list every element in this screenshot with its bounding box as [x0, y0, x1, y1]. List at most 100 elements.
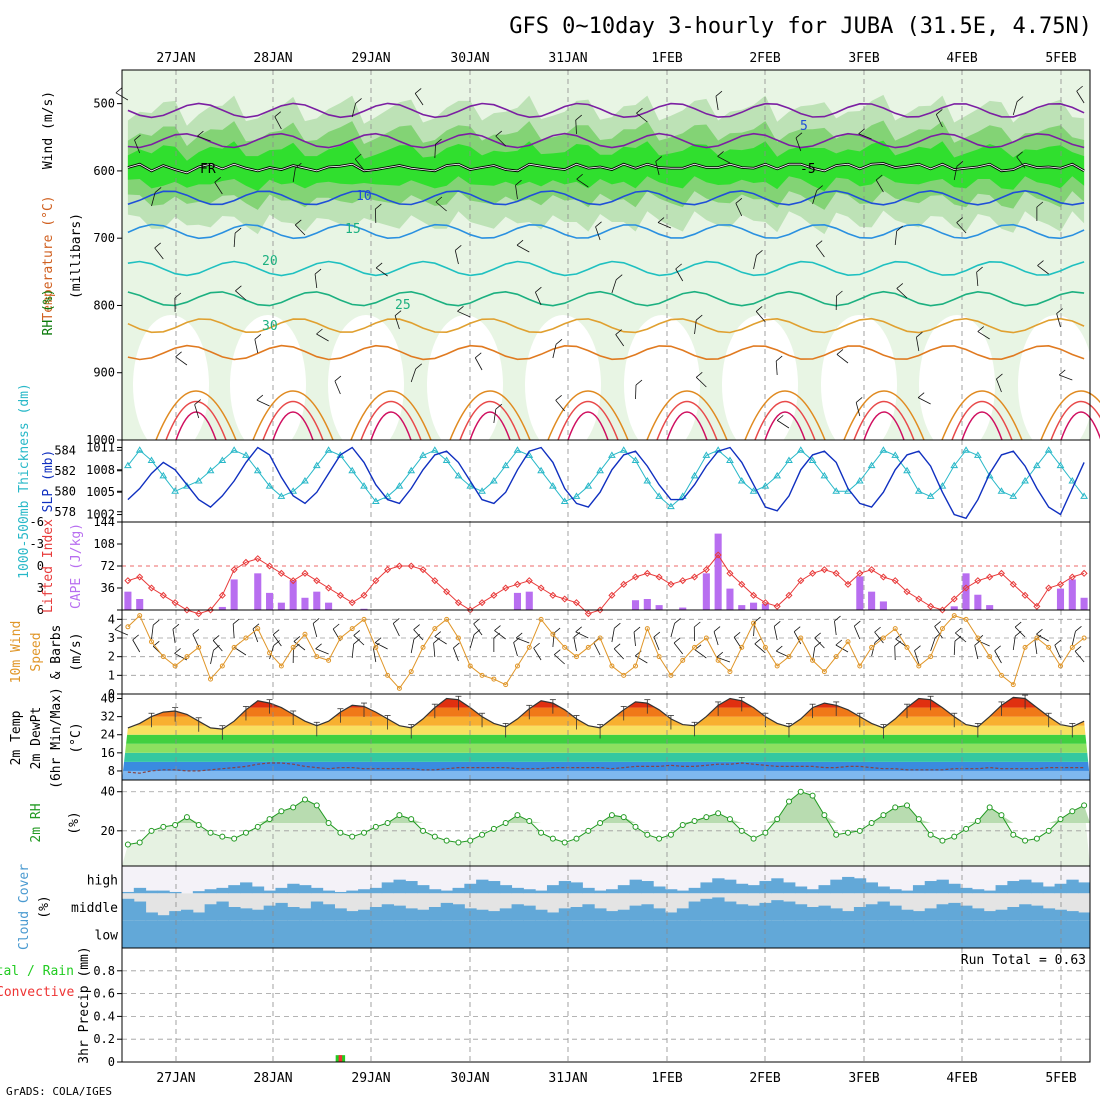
- isotherm-line: [127, 317, 1085, 334]
- rh-point: [479, 831, 486, 838]
- cape-bar: [702, 573, 710, 610]
- wind-barb-feather: [896, 283, 904, 289]
- cloud-cell: [511, 887, 524, 894]
- rh-point: [963, 825, 970, 832]
- cloud-cell: [688, 887, 701, 894]
- li-axis-label: -6: [30, 515, 44, 529]
- wind-speed-point: [396, 685, 402, 691]
- rh-point: [868, 820, 875, 826]
- lifted-index-point: [301, 569, 309, 577]
- wind-speed-point: [939, 626, 945, 632]
- rh-point: [124, 841, 131, 848]
- cloud-cell: [735, 883, 749, 894]
- wind-speed-point: [857, 663, 863, 669]
- date-label-bottom: 2FEB: [749, 1071, 780, 1086]
- wind-speed-point: [774, 663, 780, 669]
- cloud-cell: [712, 920, 725, 948]
- wind-barb-feather: [555, 339, 563, 345]
- wind-speed-point: [137, 613, 143, 619]
- wind-speed-point: [562, 644, 568, 650]
- cloud-cell: [181, 920, 194, 948]
- wind-barb: [615, 334, 625, 347]
- wind-axis-label: 2: [108, 650, 115, 664]
- wind-barb: [733, 637, 743, 650]
- cloud-cell: [263, 920, 276, 948]
- cloud-cell: [960, 920, 973, 948]
- cloud-cell: [877, 901, 890, 921]
- cloud-cell: [629, 920, 642, 948]
- surface-isotherm: [252, 390, 334, 441]
- wind-barb: [935, 114, 943, 128]
- wind-speed-point: [680, 657, 686, 663]
- cloud-cell: [204, 904, 217, 921]
- wind-barb: [555, 400, 565, 412]
- cloud-cell: [452, 920, 465, 948]
- cloud-cell: [417, 885, 430, 894]
- wind-speed-point: [290, 644, 296, 650]
- cloud-cell: [369, 907, 383, 921]
- thickness-point: [312, 461, 321, 469]
- wind-barb-feather: [795, 132, 803, 139]
- wind-speed-point: [231, 644, 237, 650]
- contour-label: FR: [200, 162, 216, 177]
- wind-speed-point: [916, 663, 922, 669]
- contour-label: 5: [800, 119, 808, 134]
- wind-barb-feather: [1058, 369, 1066, 376]
- date-label-top: 28JAN: [253, 51, 292, 66]
- wind-barb-feather: [314, 268, 322, 275]
- rh-point: [136, 839, 143, 846]
- wind-speed-point: [573, 654, 579, 660]
- date-label-top: 27JAN: [156, 51, 195, 66]
- cape-axis-label: 36: [101, 581, 115, 595]
- wind-barb: [613, 648, 624, 660]
- axis-label-cloud-units: (%): [37, 895, 52, 918]
- cloud-cell: [381, 920, 395, 948]
- cloud-cell: [877, 920, 890, 948]
- thickness-point: [1080, 492, 1088, 499]
- cloud-cell: [983, 920, 997, 948]
- cloud-cell: [381, 904, 395, 921]
- wind-barb: [1076, 90, 1085, 104]
- axis-label-minmax: (6hr Min/Max): [49, 687, 64, 789]
- cape-bar: [738, 605, 746, 610]
- date-label-top: 5FEB: [1045, 51, 1076, 66]
- wind-barb-feather: [172, 623, 180, 630]
- cloud-cell: [700, 882, 713, 894]
- cloud-cell: [995, 920, 1008, 948]
- cloud-cell: [842, 911, 855, 921]
- wind-speed-point: [1010, 682, 1016, 688]
- wind-barb: [354, 158, 365, 171]
- wind-barb-feather: [152, 619, 160, 626]
- cape-bar: [325, 602, 333, 610]
- wind-barb-feather: [272, 629, 280, 635]
- cloud-cell: [157, 920, 170, 948]
- wind-barb-feather: [756, 249, 763, 256]
- wind-barb: [552, 344, 557, 359]
- rh-point: [431, 833, 438, 840]
- rh-point: [549, 835, 556, 842]
- wind-barb-feather: [1014, 621, 1022, 628]
- temp-axis-label: 8: [108, 764, 115, 778]
- wind-speed-point: [385, 672, 391, 678]
- cloud-cell: [464, 883, 477, 894]
- wind-barb: [896, 288, 908, 299]
- cloud-cell: [889, 920, 902, 948]
- cloud-cell: [747, 885, 760, 894]
- wind-barb-feather: [575, 626, 582, 633]
- wind-barb: [930, 637, 936, 652]
- wind-barb: [197, 135, 211, 142]
- wind-axis-label: 0: [108, 687, 115, 701]
- cape-bar: [277, 602, 285, 610]
- cloud-cell: [287, 907, 300, 921]
- thickness-point: [997, 487, 1006, 494]
- wind-barb: [232, 624, 235, 639]
- rh-point: [1081, 802, 1088, 809]
- cape-bar: [124, 591, 132, 610]
- precip-axis-label: 0.4: [93, 1009, 115, 1023]
- axis-label-barbs: & Barbs: [49, 625, 64, 680]
- cloud-cell: [606, 911, 619, 921]
- surface-isotherm: [360, 400, 422, 441]
- rh-point: [644, 831, 651, 838]
- thickness-point: [230, 446, 239, 453]
- precip-axis-label: 0.6: [93, 987, 115, 1001]
